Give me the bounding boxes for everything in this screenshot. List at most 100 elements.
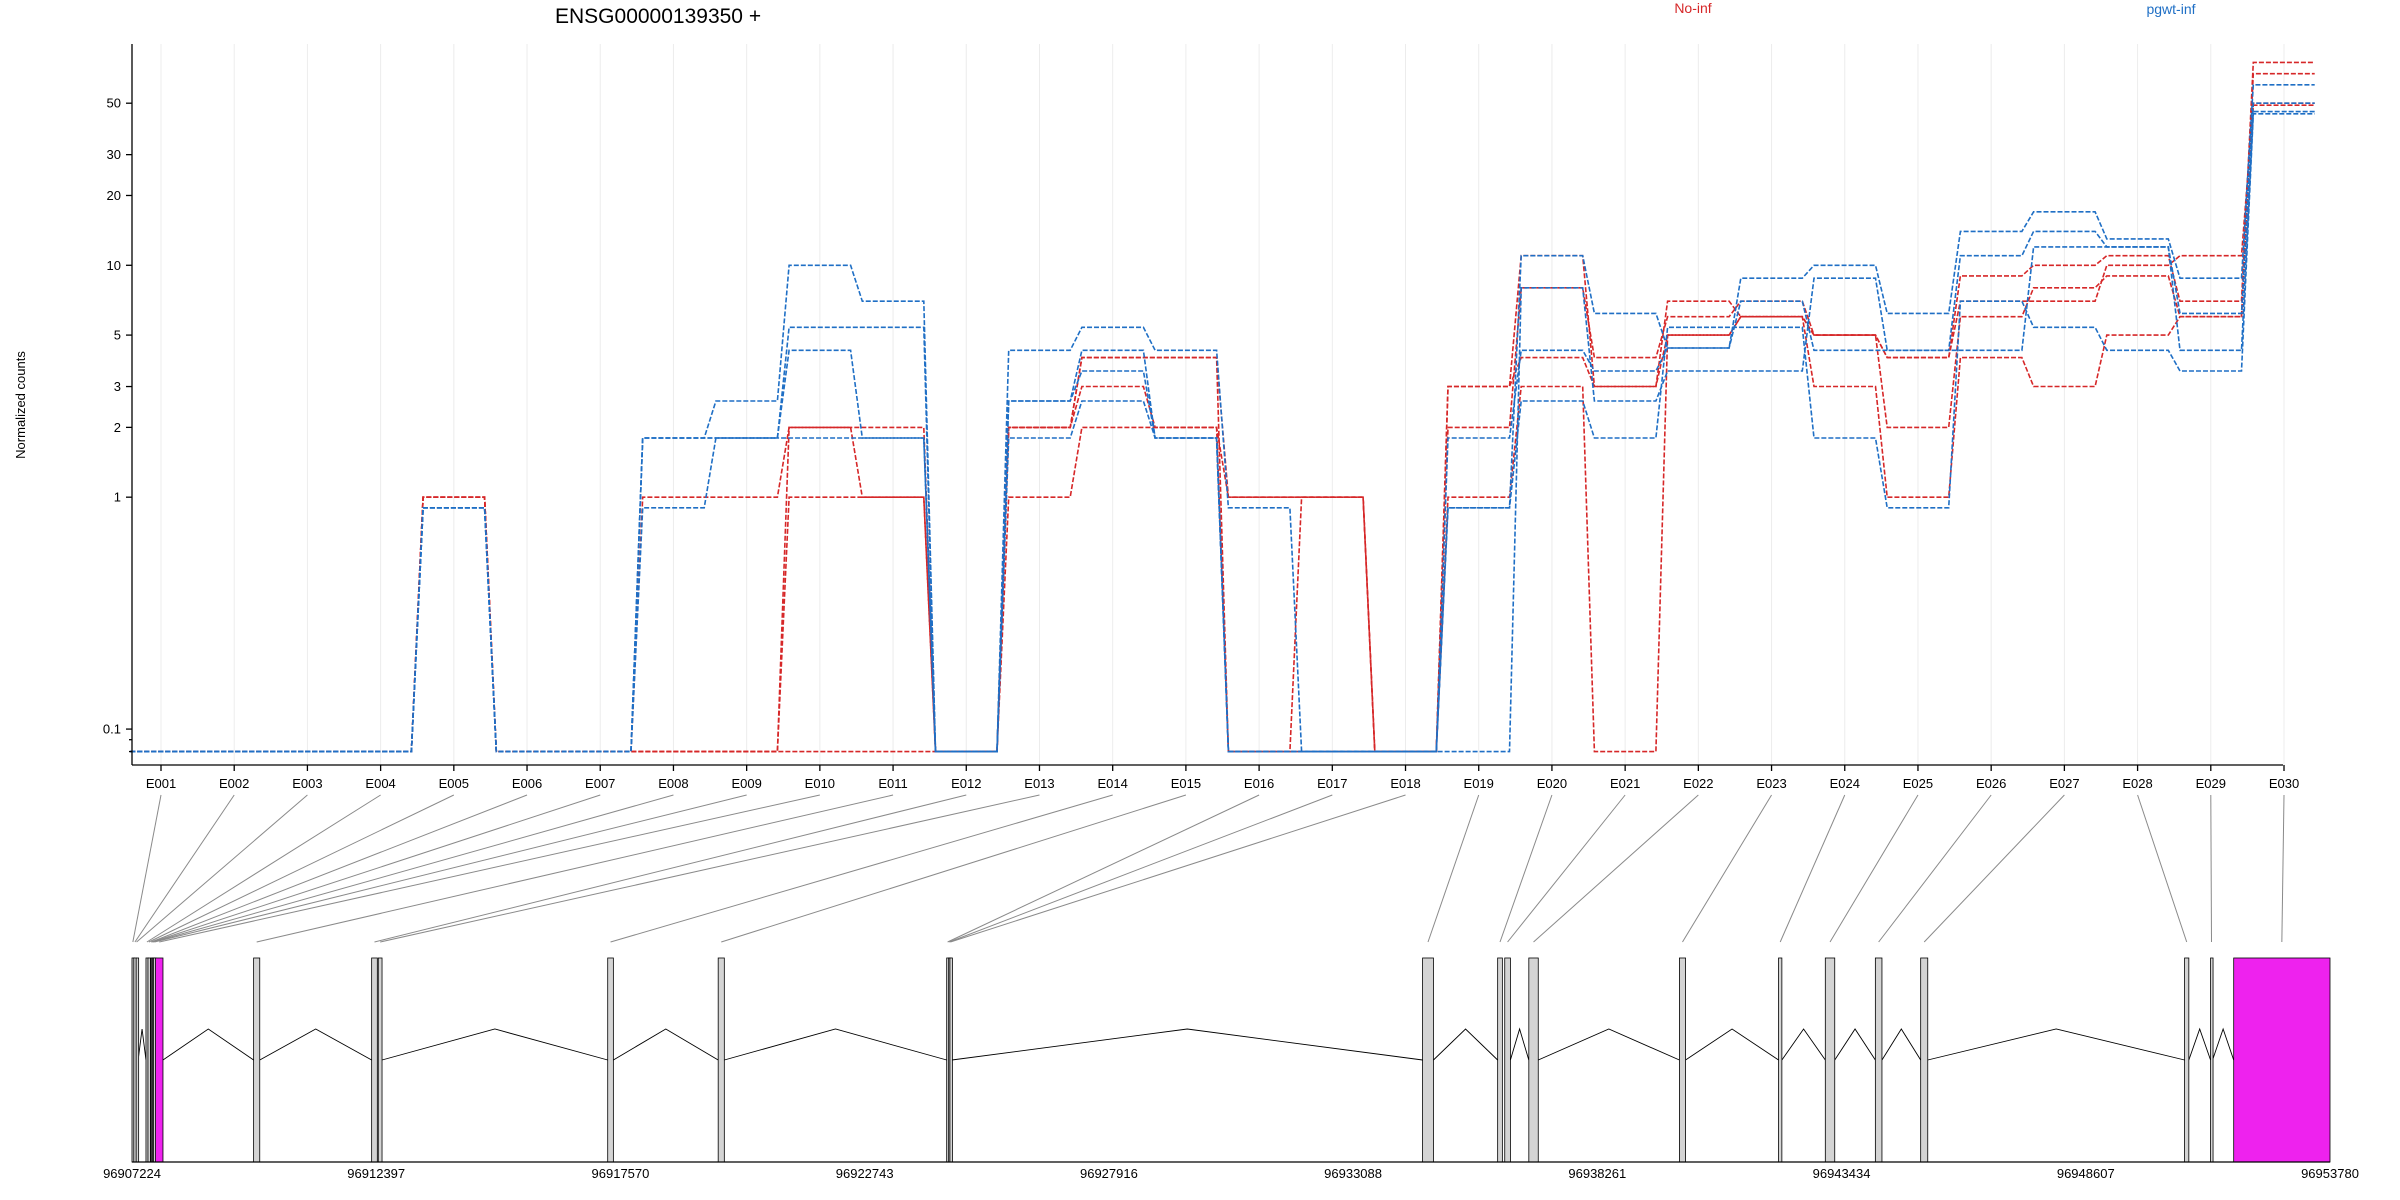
exon-box-e012	[371, 957, 378, 1163]
plot-area: 0.1 1 2 3 5 10 20 30 50 E001 E002 E003 E004 E005 E006…	[103, 44, 2315, 791]
intron-line	[259, 1028, 372, 1061]
x-axis-ticks: E001 E002 E003 E004 E005 E006 E007 E008 E009 E010…	[146, 765, 2299, 791]
x-tick-label: E003	[292, 776, 322, 791]
x-tick-label: E019	[1464, 776, 1494, 791]
exon-connector	[2137, 794, 2188, 943]
exon-box-e030	[2233, 957, 2331, 1163]
genome-coordinate-label: 96912397	[347, 1166, 405, 1181]
intron-line	[613, 1028, 719, 1061]
exon-box-e021	[1504, 957, 1511, 1163]
intron-line	[1781, 1028, 1826, 1061]
exon-box-e027	[1920, 957, 1929, 1163]
exon-box-e023	[1679, 957, 1686, 1163]
series-line-pgwt-inf	[130, 110, 2315, 753]
intron-line	[1927, 1028, 2185, 1061]
exon-connector	[1682, 794, 1772, 943]
exon-box-e022	[1528, 957, 1539, 1163]
intron-line	[2188, 1027, 2211, 1061]
intron-lines	[137, 1027, 2235, 1061]
intron-line	[1685, 1028, 1779, 1061]
genome-coordinate-label: 96938261	[1568, 1166, 1626, 1181]
exon-box-e003	[135, 957, 140, 1163]
y-tick-label: 30	[107, 147, 121, 162]
y-axis-ticks: 0.1 1 2 3 5 10 20 30 50	[103, 96, 132, 753]
exon-boxes	[131, 957, 2331, 1163]
exon-connector	[950, 794, 1406, 943]
intron-line	[137, 1028, 147, 1061]
x-tick-label: E008	[658, 776, 688, 791]
exon-box-e005	[147, 957, 151, 1163]
intron-line	[951, 1028, 1423, 1061]
exon-box-e010	[155, 957, 164, 1163]
y-tick-label: 1	[114, 490, 121, 505]
x-tick-label: E028	[2122, 776, 2152, 791]
x-tick-label: E022	[1683, 776, 1713, 791]
exon-box-e015	[717, 957, 725, 1163]
exon-connector	[1507, 794, 1626, 943]
intron-line	[724, 1028, 947, 1061]
exon-box-e024	[1778, 957, 1783, 1163]
series-lines	[130, 61, 2315, 753]
intron-line	[1509, 1027, 1530, 1061]
exon-box-e018	[949, 957, 953, 1163]
exon-box-e026	[1874, 957, 1883, 1163]
exon-connector	[610, 794, 1113, 943]
x-tick-label: E013	[1024, 776, 1054, 791]
exon-connector	[380, 794, 1040, 943]
exon-connector	[947, 794, 1260, 943]
intron-line	[162, 1028, 254, 1061]
x-tick-label: E007	[585, 776, 615, 791]
x-tick-label: E006	[512, 776, 542, 791]
genome-coordinate-label: 96943434	[1813, 1166, 1871, 1181]
legend-label-no-inf: No-inf	[1674, 0, 1711, 16]
exon-connector	[949, 794, 1333, 943]
exon-connector	[374, 794, 967, 943]
genome-coordinate-label: 96933088	[1324, 1166, 1382, 1181]
x-tick-label: E009	[731, 776, 761, 791]
y-tick-label: 2	[114, 420, 121, 435]
y-tick-label: 20	[107, 188, 121, 203]
exon-box-e019	[1422, 957, 1434, 1163]
x-tick-label: E010	[805, 776, 835, 791]
exon-connector	[721, 794, 1187, 943]
x-tick-label: E005	[439, 776, 469, 791]
y-axis-label: Normalized counts	[13, 351, 28, 459]
chart-title: ENSG00000139350 +	[555, 5, 761, 28]
legend-label-pgwt-inf: pgwt-inf	[2146, 1, 2195, 17]
grid-lines	[160, 44, 2285, 765]
series-line-pgwt-inf	[130, 84, 2315, 753]
gene-model: 96907224 96912397 96917570 96922743 96927916…	[103, 957, 2359, 1181]
exon-connector	[2281, 794, 2285, 943]
x-tick-label: E004	[365, 776, 395, 791]
series-line-no-inf	[130, 61, 2315, 753]
exon-box-e025	[1824, 957, 1836, 1163]
genome-coordinate-label: 96927916	[1080, 1166, 1138, 1181]
x-tick-label: E002	[219, 776, 249, 791]
series-line-no-inf	[130, 72, 2315, 753]
intron-line	[1538, 1028, 1680, 1061]
exon-connector	[146, 794, 381, 943]
x-tick-label: E025	[1903, 776, 1933, 791]
exon-connector	[152, 794, 601, 943]
exon-box-e014	[607, 957, 614, 1163]
x-tick-label: E029	[2196, 776, 2226, 791]
exon-connector	[136, 794, 308, 943]
x-tick-label: E026	[1976, 776, 2006, 791]
intron-line	[1834, 1028, 1876, 1061]
genome-coordinate-label: 96922743	[836, 1166, 894, 1181]
exon-box-e029	[2210, 957, 2214, 1163]
exon-connector	[154, 794, 747, 943]
y-tick-label: 50	[107, 96, 121, 111]
genome-coordinate-label: 96948607	[2057, 1166, 2115, 1181]
x-tick-label: E017	[1317, 776, 1347, 791]
genome-coordinate-label: 96953780	[2301, 1166, 2359, 1181]
x-tick-label: E023	[1756, 776, 1786, 791]
y-tick-label: 0.1	[103, 722, 121, 737]
exon-connector	[1878, 794, 1992, 943]
y-tick-label: 5	[114, 328, 121, 343]
exon-connector	[150, 794, 528, 943]
exon-connector	[256, 794, 894, 943]
exon-connector	[132, 794, 162, 943]
intron-line	[381, 1028, 608, 1061]
